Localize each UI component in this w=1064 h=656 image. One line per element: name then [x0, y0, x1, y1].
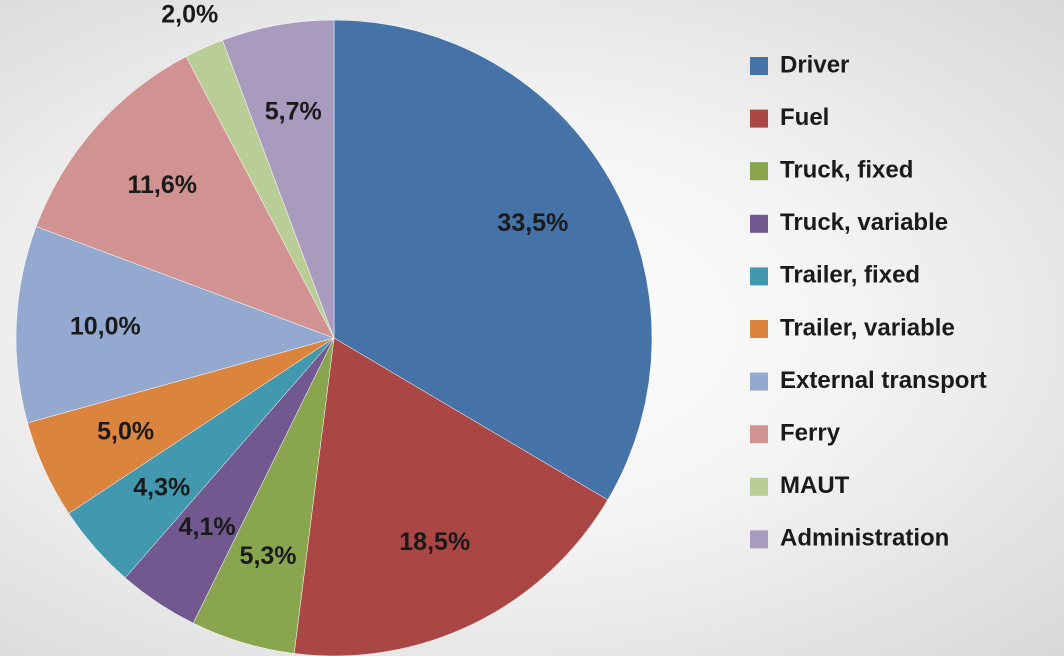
legend-swatch [750, 214, 768, 233]
legend-label: Driver [780, 51, 849, 78]
legend-swatch [750, 57, 768, 75]
legend-swatch [750, 320, 768, 338]
pie-slice [15, 226, 335, 424]
legend-label: MAUT [780, 472, 850, 499]
legend-label: Truck, variable [780, 209, 948, 236]
data-label: 4,3% [133, 473, 190, 501]
pie-slice [35, 56, 335, 339]
legend-swatch [750, 477, 768, 496]
data-label: 5,7% [265, 97, 322, 125]
data-label: 4,1% [179, 513, 236, 541]
data-label: 11,6% [127, 171, 197, 199]
legend-label: Trailer, fixed [780, 262, 920, 289]
data-label: 5,3% [240, 542, 297, 570]
legend-label: External transport [780, 367, 987, 394]
legend-swatch [750, 109, 768, 128]
data-label: 33,5% [497, 209, 568, 237]
pie-slice [222, 19, 335, 339]
legend-label: Truck, fixed [780, 157, 913, 184]
legend-label: Trailer, variable [780, 314, 955, 341]
pie-slice [333, 19, 653, 501]
legend-swatch [750, 267, 768, 286]
legend-swatch [750, 530, 768, 549]
data-label: 2,0% [161, 0, 218, 28]
data-label: 18,5% [399, 528, 470, 556]
legend-label: Administration [780, 525, 949, 552]
legend-swatch [750, 162, 768, 181]
data-label: 5,0% [97, 417, 154, 445]
data-label: 10,0% [70, 313, 141, 341]
legend-swatch [750, 425, 768, 444]
legend-label: Ferry [780, 420, 841, 447]
legend-label: Fuel [780, 104, 829, 131]
legend-swatch [750, 372, 768, 391]
